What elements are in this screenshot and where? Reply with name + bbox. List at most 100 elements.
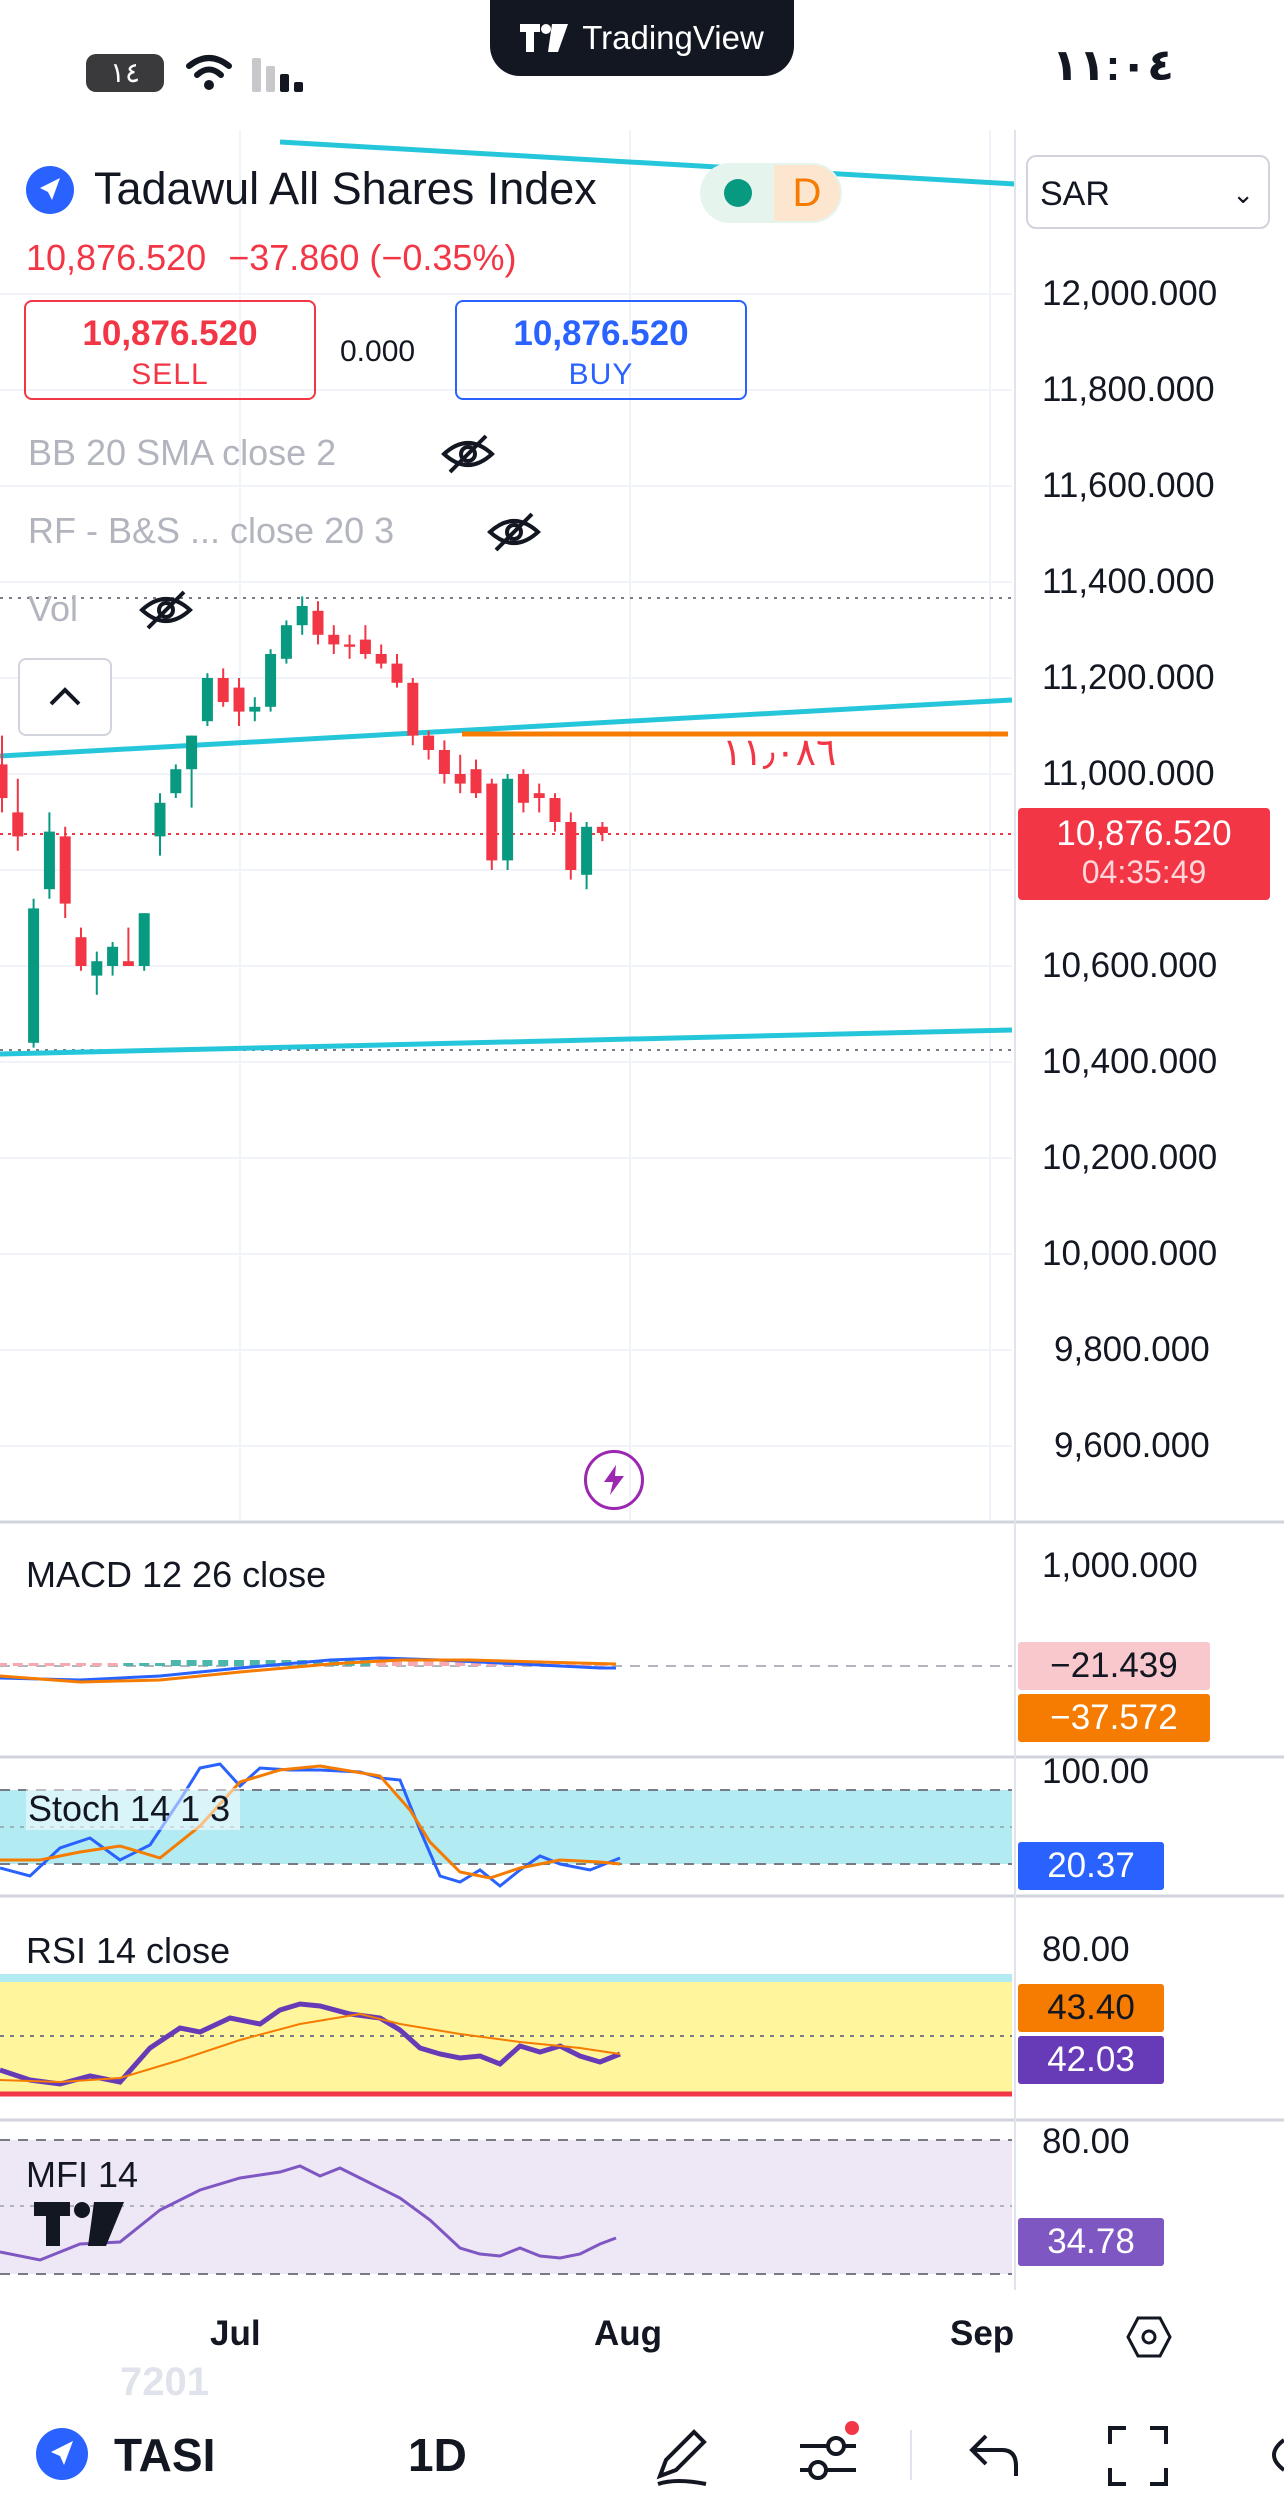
mfi-label[interactable]: MFI 14 <box>26 2154 139 2195</box>
price-axis-label: 11,800.000 <box>1042 370 1215 409</box>
candle-body <box>502 778 514 861</box>
indicator-bb-label[interactable]: BB 20 SMA close 2 <box>28 432 337 473</box>
candle-body <box>249 706 261 712</box>
bar-countdown: 04:35:49 <box>1081 854 1207 890</box>
candle-body <box>470 769 482 794</box>
battery-icon: ١٤ <box>86 54 164 92</box>
symbol-name[interactable]: Tadawul All Shares Index <box>94 163 597 214</box>
candle-body <box>75 937 87 966</box>
candle-body <box>122 961 134 966</box>
macd-histogram-bar <box>376 1660 387 1666</box>
price-axis-label: 11,400.000 <box>1042 562 1215 601</box>
candle-body <box>375 654 387 664</box>
candle-body <box>344 644 356 647</box>
eye-slash-icon[interactable] <box>486 510 542 554</box>
stoch-d-line <box>0 1764 621 1880</box>
macd-histogram-bar <box>565 1663 576 1666</box>
stoch-label[interactable]: Stoch 14 1 3 <box>26 1788 241 1830</box>
currency-select[interactable]: SAR ⌄ <box>1026 155 1270 229</box>
time-axis-label: Aug <box>594 2314 663 2353</box>
buy-button[interactable]: 10,876.520 BUY <box>455 300 747 400</box>
trendline-middle[interactable] <box>0 697 1013 759</box>
macd-histogram-bar <box>76 1663 86 1666</box>
candle-body <box>533 793 545 798</box>
macd-signal-line <box>0 1658 617 1684</box>
price-axis-label: 10,000.000 <box>1042 1234 1218 1273</box>
macd-histogram-bar <box>28 1663 39 1666</box>
drawing-pen-icon[interactable] <box>646 2420 716 2490</box>
level-annotation: ١١٫٠٨٦ <box>722 732 837 774</box>
tradingview-logo-icon <box>520 24 569 52</box>
price-axis-label: 9,800.000 <box>1054 1330 1210 1369</box>
indicator-panes[interactable] <box>0 1520 1284 2300</box>
eye-slash-icon[interactable] <box>440 432 496 476</box>
candle-body <box>438 750 450 774</box>
candle-body <box>107 946 119 966</box>
indicators-settings-icon[interactable] <box>796 2420 866 2490</box>
symbol-search-button[interactable]: TASI <box>114 2429 216 2481</box>
last-price: 10,876.520 <box>26 237 207 278</box>
candle-body <box>423 735 435 750</box>
candle-body <box>154 802 166 837</box>
price-chart[interactable] <box>0 130 1284 1520</box>
undo-icon[interactable] <box>966 2426 1026 2482</box>
trendline-bottom[interactable] <box>0 1027 1013 1057</box>
rsi-label[interactable]: RSI 14 close <box>26 1930 231 1971</box>
mfi-value-tag: 34.78 <box>1018 2218 1164 2266</box>
candle-body <box>549 798 561 822</box>
indicator-rf-label[interactable]: RF - B&S ... close 20 3 <box>28 510 395 551</box>
more-icon[interactable] <box>1260 2430 1284 2480</box>
rsi-ma-tag: 43.40 <box>1018 1984 1164 2032</box>
macd-histogram-bar <box>0 1663 7 1666</box>
macd-histogram-bar <box>155 1663 165 1666</box>
chevron-down-icon: ⌄ <box>1232 179 1254 209</box>
macd-histogram-bar <box>202 1660 213 1666</box>
candle-body <box>201 678 213 722</box>
settings-hexagon-icon[interactable] <box>1126 2316 1172 2358</box>
sell-button[interactable]: 10,876.520 SELL <box>24 300 316 400</box>
clock: ١١:٠٤ <box>1051 41 1174 90</box>
lightning-button[interactable] <box>584 1450 644 1510</box>
sell-price: 10,876.520 <box>82 314 258 353</box>
candle-body <box>596 826 608 834</box>
brand-name: TradingView <box>582 19 764 56</box>
price-axis-label: 11,000.000 <box>1042 754 1215 793</box>
candle-body <box>0 764 8 798</box>
chevron-up-icon <box>49 687 81 706</box>
lightning-icon <box>604 1465 624 1495</box>
spread-value: 0.000 <box>340 335 416 368</box>
data-delay-badge[interactable]: D <box>774 165 840 221</box>
eye-slash-icon[interactable] <box>138 588 194 632</box>
macd-histogram-bar <box>439 1660 450 1666</box>
trendline-top[interactable] <box>279 139 1016 187</box>
macd-label[interactable]: MACD 12 26 close <box>26 1554 327 1595</box>
macd-line <box>0 1656 616 1682</box>
macd-histogram-bar <box>392 1660 402 1666</box>
candle-body <box>296 606 308 626</box>
candle-body <box>517 774 529 803</box>
candle-body <box>454 774 466 784</box>
macd-histogram-bar <box>218 1660 229 1666</box>
candle-body <box>59 836 71 904</box>
price-axis-label: 9,600.000 <box>1054 1426 1210 1465</box>
price-axis-label: 11,200.000 <box>1042 658 1215 697</box>
macd-histogram-bar <box>60 1663 71 1666</box>
price-axis-label: 10,600.000 <box>1042 946 1218 985</box>
tradingview-watermark-icon <box>34 2202 124 2246</box>
macd-histogram-bar <box>486 1663 497 1666</box>
symbol-logo-icon <box>36 2428 88 2480</box>
price-change-line: 10,876.520 −37.860 (−0.35%) <box>26 237 516 279</box>
macd-histogram-bar <box>123 1663 134 1666</box>
wifi-icon <box>186 55 232 90</box>
interval-button[interactable]: 1D <box>408 2429 467 2481</box>
indicator-vol-label[interactable]: Vol <box>28 588 79 629</box>
collapse-legend-button[interactable] <box>18 658 112 736</box>
candle-body <box>138 913 150 966</box>
stoch-value-tag: 20.37 <box>1018 1842 1164 1890</box>
price-axis-label: 11,600.000 <box>1042 466 1215 505</box>
candle-body <box>565 822 577 870</box>
candle-body <box>233 687 245 712</box>
macd-histogram-bar <box>313 1660 323 1666</box>
fullscreen-icon[interactable] <box>1106 2424 1170 2488</box>
symbol-logo-icon <box>26 166 74 214</box>
